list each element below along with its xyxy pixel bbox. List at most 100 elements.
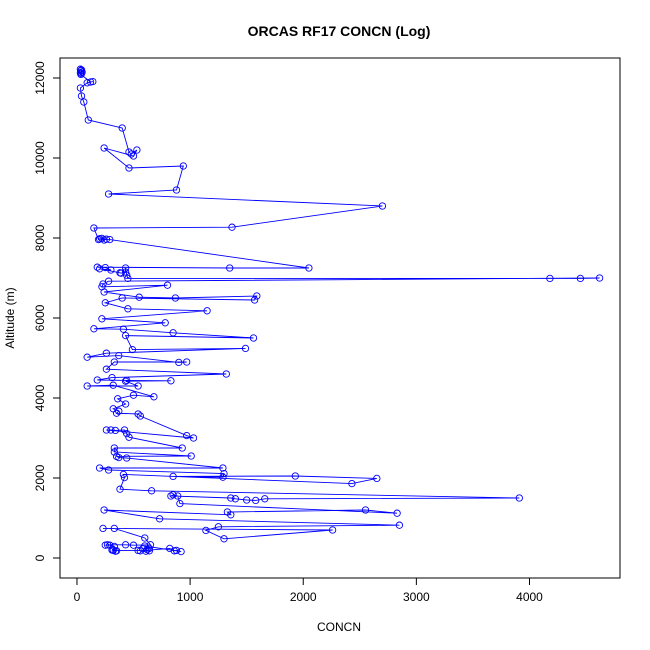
data-point: [305, 264, 313, 272]
data-point: [176, 499, 184, 508]
data-point: [100, 236, 108, 244]
data-point: [187, 452, 195, 460]
data-point: [163, 281, 172, 289]
data-point: [202, 526, 210, 535]
x-tick-label: 0: [74, 590, 81, 604]
data-point: [124, 305, 132, 313]
data-point: [183, 358, 191, 366]
y-tick-label: 12000: [33, 61, 47, 95]
data-point: [110, 444, 118, 452]
data-point: [120, 426, 129, 434]
x-tick-label: 3000: [403, 590, 430, 604]
data-point: [77, 69, 86, 78]
data-point: [121, 331, 130, 340]
data-point: [378, 202, 387, 210]
data-point: [348, 479, 356, 488]
data-point: [98, 315, 106, 323]
data-point: [134, 410, 142, 418]
data-point: [252, 496, 260, 505]
data-point: [219, 464, 227, 472]
data-point: [178, 444, 186, 452]
data-point: [101, 541, 109, 549]
y-tick-label: 0: [33, 554, 47, 561]
data-point: [125, 148, 133, 156]
data-point: [115, 351, 123, 360]
data-point: [102, 349, 111, 357]
data-point: [112, 409, 121, 417]
data-point: [222, 370, 230, 378]
data-point: [124, 274, 132, 283]
data-point: [129, 541, 138, 549]
data-point: [138, 545, 147, 553]
data-point: [395, 521, 404, 529]
data-point: [121, 268, 130, 276]
y-tick-label: 2000: [33, 464, 47, 491]
data-point: [110, 524, 118, 533]
y-axis: 0 2000 4000 6000 8000 10000 12000: [33, 61, 61, 561]
data-point: [169, 491, 177, 499]
data-point: [127, 150, 135, 158]
data-point: [80, 98, 88, 106]
data-point: [227, 511, 235, 519]
data-point: [133, 146, 141, 154]
data-point: [147, 487, 156, 495]
data-point: [203, 307, 211, 315]
data-point: [129, 152, 138, 160]
data-point: [89, 77, 97, 86]
y-tick-label: 10000: [33, 141, 47, 175]
data-point: [189, 434, 198, 442]
data-point: [121, 264, 130, 272]
data-point: [83, 382, 91, 390]
data-point: [220, 469, 228, 478]
data-point: [107, 266, 115, 274]
data-point: [104, 277, 113, 285]
plot-area-border: [59, 57, 621, 579]
x-tick-label: 2000: [290, 590, 317, 604]
data-point: [123, 454, 131, 462]
data-point: [243, 496, 251, 504]
data-point: [109, 381, 117, 389]
data-point: [95, 235, 104, 243]
data-point: [95, 464, 104, 472]
data-point: [328, 526, 337, 534]
data-point: [219, 473, 227, 481]
data-point: [83, 353, 91, 361]
data-point: [175, 358, 183, 367]
x-tick-label: 4000: [516, 590, 543, 604]
data-point: [515, 494, 523, 502]
data-point: [134, 382, 142, 390]
data-point: [249, 334, 258, 342]
data-point: [261, 495, 269, 503]
data-point: [241, 344, 250, 353]
y-axis-label: Altitude (m): [3, 287, 17, 348]
data-point: [141, 534, 149, 542]
data-point: [90, 325, 98, 333]
data-point: [161, 319, 169, 327]
data-point: [171, 294, 180, 302]
data-point: [226, 264, 234, 272]
data-point: [110, 358, 118, 366]
data-point: [93, 376, 101, 384]
data-point: [119, 325, 128, 333]
data-point: [121, 541, 130, 549]
series-line: [79, 68, 600, 553]
data-point: [121, 400, 130, 408]
data-point: [106, 541, 114, 549]
data-point: [100, 506, 108, 514]
data-point: [227, 494, 235, 502]
data-point: [214, 523, 223, 531]
data-point: [595, 274, 604, 282]
data-point: [172, 186, 181, 194]
data-point: [100, 144, 108, 152]
data-point: [114, 395, 122, 403]
data-point: [76, 84, 85, 92]
data-point: [125, 164, 133, 172]
data-point: [150, 393, 158, 401]
data-point: [155, 515, 164, 523]
data-point: [546, 274, 554, 283]
data-point: [77, 70, 85, 79]
data-point: [93, 263, 101, 271]
data-point: [111, 426, 120, 435]
data-point: [123, 271, 131, 279]
y-tick-label: 8000: [33, 224, 47, 251]
